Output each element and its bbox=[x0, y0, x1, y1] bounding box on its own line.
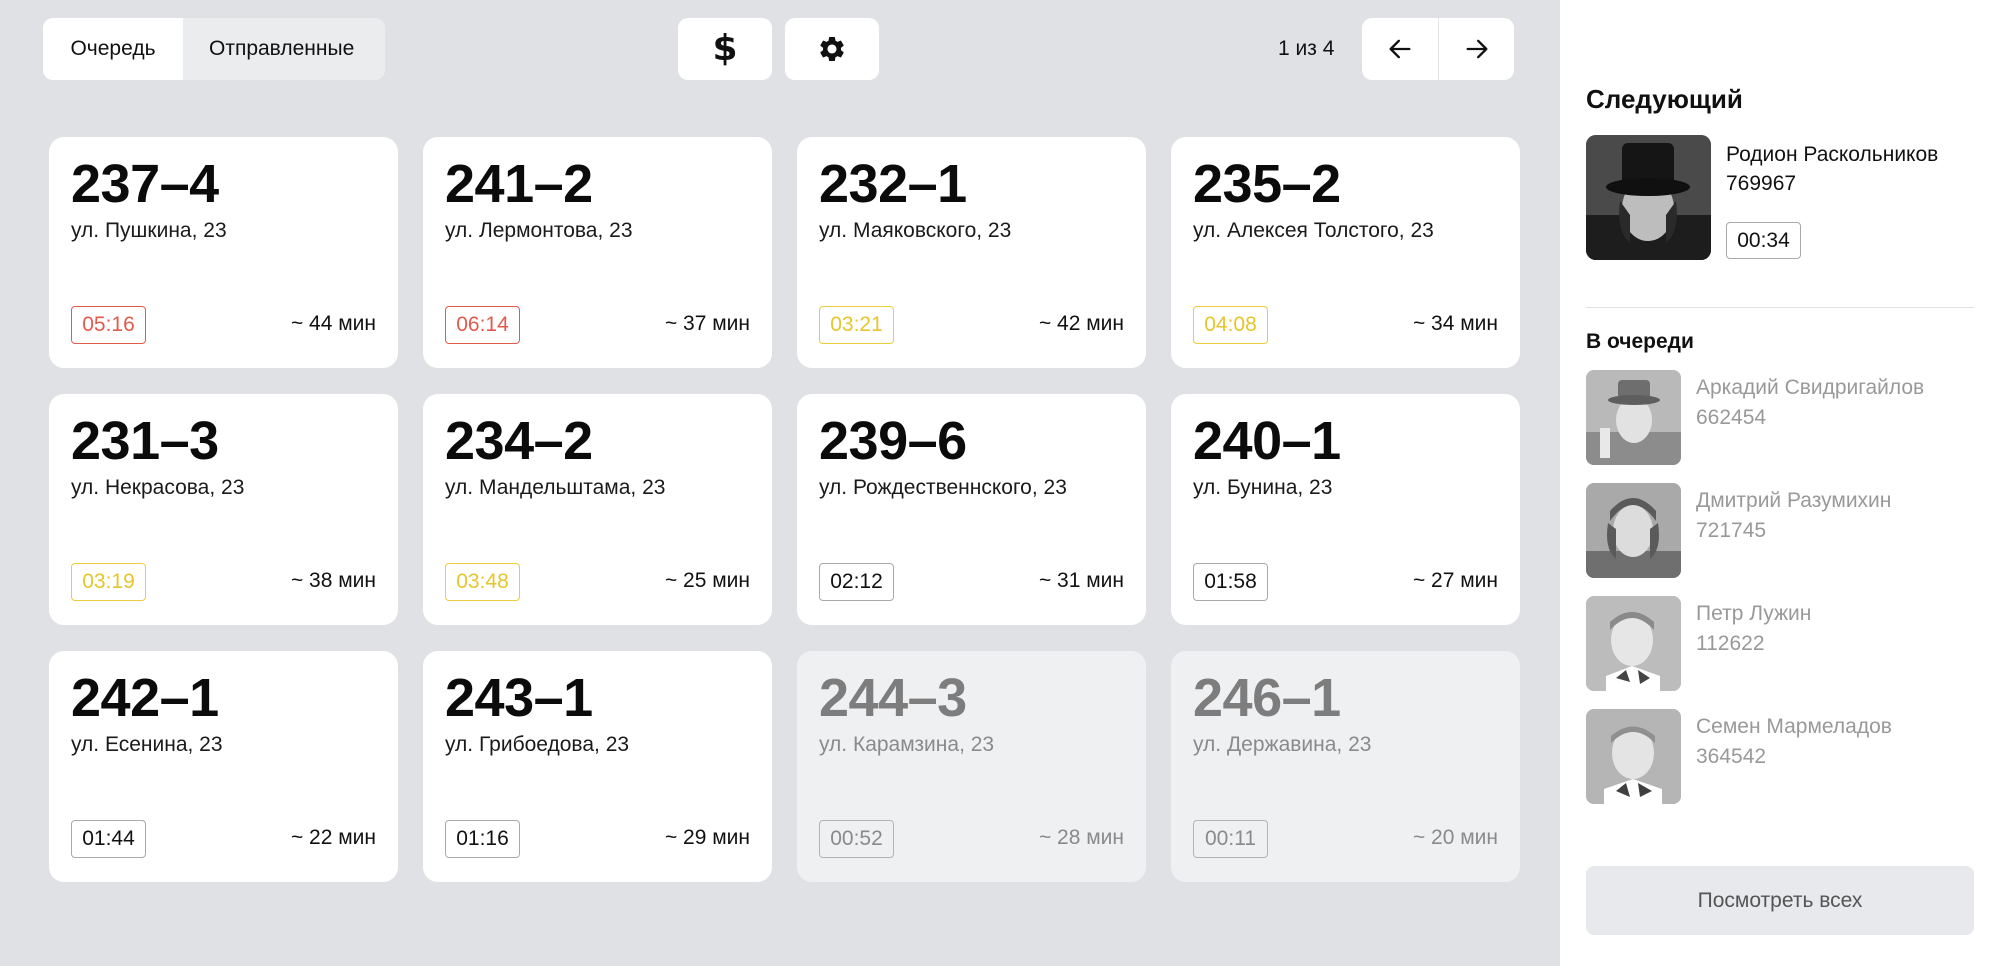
orders-grid: 237–4 ул. Пушкина, 23 05:16 ~ 44 мин 241… bbox=[49, 137, 1520, 882]
order-card[interactable]: 231–3 ул. Некрасова, 23 03:19 ~ 38 мин bbox=[49, 394, 398, 625]
avatar bbox=[1586, 135, 1711, 260]
avatar bbox=[1586, 709, 1681, 804]
order-timer: 04:08 bbox=[1193, 306, 1268, 344]
gear-icon bbox=[820, 36, 844, 61]
order-card[interactable]: 235–2 ул. Алексея Толстого, 23 04:08 ~ 3… bbox=[1171, 137, 1520, 368]
pagination-controls bbox=[1362, 18, 1514, 80]
order-timer: 03:19 bbox=[71, 563, 146, 601]
order-number: 239–6 bbox=[819, 411, 967, 471]
order-address: ул. Есенина, 23 bbox=[71, 733, 223, 756]
next-timer: 00:34 bbox=[1726, 222, 1801, 259]
order-eta: ~ 34 мин bbox=[1412, 312, 1498, 335]
queue-person-name: Петр Лужин bbox=[1696, 602, 1812, 625]
avatar bbox=[1586, 596, 1681, 691]
order-number: 231–3 bbox=[71, 411, 219, 471]
queue-person-name: Аркадий Свидригайлов bbox=[1696, 376, 1925, 399]
queue-person-name: Семен Мармеладов bbox=[1696, 715, 1892, 738]
order-number: 246–1 bbox=[1193, 668, 1341, 728]
payments-button[interactable]: $ bbox=[678, 18, 772, 80]
order-eta: ~ 20 мин bbox=[1412, 826, 1498, 849]
order-timer: 02:12 bbox=[819, 563, 894, 601]
order-eta: ~ 28 мин bbox=[1038, 826, 1124, 849]
order-number: 241–2 bbox=[445, 154, 593, 214]
order-number: 234–2 bbox=[445, 411, 593, 471]
queue-person-id: 364542 bbox=[1696, 745, 1767, 768]
divider bbox=[1586, 307, 1974, 308]
order-address: ул. Некрасова, 23 bbox=[71, 476, 245, 499]
queue-title: В очереди bbox=[1586, 330, 1694, 353]
queue-person-id: 662454 bbox=[1696, 406, 1767, 429]
order-eta: ~ 22 мин bbox=[290, 826, 376, 849]
order-timer: 01:58 bbox=[1193, 563, 1268, 601]
order-eta: ~ 29 мин bbox=[664, 826, 750, 849]
settings-button[interactable] bbox=[785, 18, 879, 80]
order-timer: 00:52 bbox=[819, 820, 894, 858]
queue-list-item[interactable]: Семен Мармеладов 364542 bbox=[1586, 709, 1976, 804]
order-address: ул. Маяковского, 23 bbox=[819, 219, 1012, 242]
order-address: ул. Грибоедова, 23 bbox=[445, 733, 630, 756]
order-card[interactable]: 243–1 ул. Грибоедова, 23 01:16 ~ 29 мин bbox=[423, 651, 772, 882]
tab-switcher: Очередь Отправленные bbox=[43, 18, 385, 80]
next-person-id: 769967 bbox=[1726, 172, 1797, 195]
next-person-name: Родион Раскольников bbox=[1726, 143, 1939, 166]
order-address: ул. Державина, 23 bbox=[1193, 733, 1372, 756]
order-timer: 00:11 bbox=[1193, 820, 1268, 858]
order-address: ул. Рождественнского, 23 bbox=[819, 476, 1067, 499]
order-eta: ~ 37 мин bbox=[664, 312, 750, 335]
queue-list-item[interactable]: Дмитрий Разумихин 721745 bbox=[1586, 483, 1976, 578]
order-card[interactable]: 241–2 ул. Лермонтова, 23 06:14 ~ 37 мин bbox=[423, 137, 772, 368]
order-address: ул. Бунина, 23 bbox=[1193, 476, 1333, 499]
arrow-left-icon bbox=[1389, 39, 1411, 59]
order-timer: 03:21 bbox=[819, 306, 894, 344]
order-timer: 01:44 bbox=[71, 820, 146, 858]
queue-person-id: 721745 bbox=[1696, 519, 1767, 542]
avatar bbox=[1586, 483, 1681, 578]
order-eta: ~ 25 мин bbox=[664, 569, 750, 592]
order-address: ул. Мандельштама, 23 bbox=[445, 476, 666, 499]
order-card[interactable]: 232–1 ул. Маяковского, 23 03:21 ~ 42 мин bbox=[797, 137, 1146, 368]
order-number: 235–2 bbox=[1193, 154, 1341, 214]
order-number: 243–1 bbox=[445, 668, 593, 728]
order-number: 232–1 bbox=[819, 154, 967, 214]
order-eta: ~ 27 мин bbox=[1412, 569, 1498, 592]
queue-list-item[interactable]: Аркадий Свидригайлов 662454 bbox=[1586, 370, 1976, 465]
queue-list-item[interactable]: Петр Лужин 112622 bbox=[1586, 596, 1976, 691]
order-timer: 06:14 bbox=[445, 306, 520, 344]
next-title: Следующий bbox=[1586, 84, 1743, 114]
order-eta: ~ 31 мин bbox=[1038, 569, 1124, 592]
queue-panel: Следующий Родион Раскольников 769967 00:… bbox=[1560, 0, 1999, 966]
order-card[interactable]: 234–2 ул. Мандельштама, 23 03:48 ~ 25 ми… bbox=[423, 394, 772, 625]
order-number: 244–3 bbox=[819, 668, 967, 728]
order-number: 240–1 bbox=[1193, 411, 1341, 471]
order-card[interactable]: 240–1 ул. Бунина, 23 01:58 ~ 27 мин bbox=[1171, 394, 1520, 625]
order-timer: 03:48 bbox=[445, 563, 520, 601]
order-timer: 05:16 bbox=[71, 306, 146, 344]
order-number: 242–1 bbox=[71, 668, 219, 728]
pagination-label: 1 из 4 bbox=[1278, 37, 1335, 60]
order-address: ул. Пушкина, 23 bbox=[71, 219, 227, 242]
avatar bbox=[1586, 370, 1681, 465]
order-address: ул. Лермонтова, 23 bbox=[445, 219, 633, 242]
order-card[interactable]: 244–3 ул. Карамзина, 23 00:52 ~ 28 мин bbox=[797, 651, 1146, 882]
order-eta: ~ 42 мин bbox=[1038, 312, 1124, 335]
queue-person-id: 112622 bbox=[1696, 632, 1765, 655]
order-number: 237–4 bbox=[71, 154, 219, 214]
tab-sent[interactable]: Отправленные bbox=[183, 18, 385, 80]
dollar-icon: $ bbox=[712, 28, 738, 69]
order-eta: ~ 38 мин bbox=[290, 569, 376, 592]
order-card[interactable]: 237–4 ул. Пушкина, 23 05:16 ~ 44 мин bbox=[49, 137, 398, 368]
arrow-right-icon bbox=[1466, 39, 1487, 59]
queue-person-name: Дмитрий Разумихин bbox=[1696, 489, 1892, 512]
order-address: ул. Алексея Толстого, 23 bbox=[1193, 219, 1434, 242]
order-eta: ~ 44 мин bbox=[290, 312, 376, 335]
see-all-button[interactable]: Посмотреть всех bbox=[1586, 866, 1974, 935]
order-card[interactable]: 239–6 ул. Рождественнского, 23 02:12 ~ 3… bbox=[797, 394, 1146, 625]
order-card[interactable]: 242–1 ул. Есенина, 23 01:44 ~ 22 мин bbox=[49, 651, 398, 882]
next-page-button[interactable] bbox=[1438, 18, 1514, 80]
tab-queue[interactable]: Очередь bbox=[43, 18, 183, 80]
order-card[interactable]: 246–1 ул. Державина, 23 00:11 ~ 20 мин bbox=[1171, 651, 1520, 882]
prev-page-button[interactable] bbox=[1362, 18, 1438, 80]
order-address: ул. Карамзина, 23 bbox=[819, 733, 995, 756]
order-timer: 01:16 bbox=[445, 820, 520, 858]
